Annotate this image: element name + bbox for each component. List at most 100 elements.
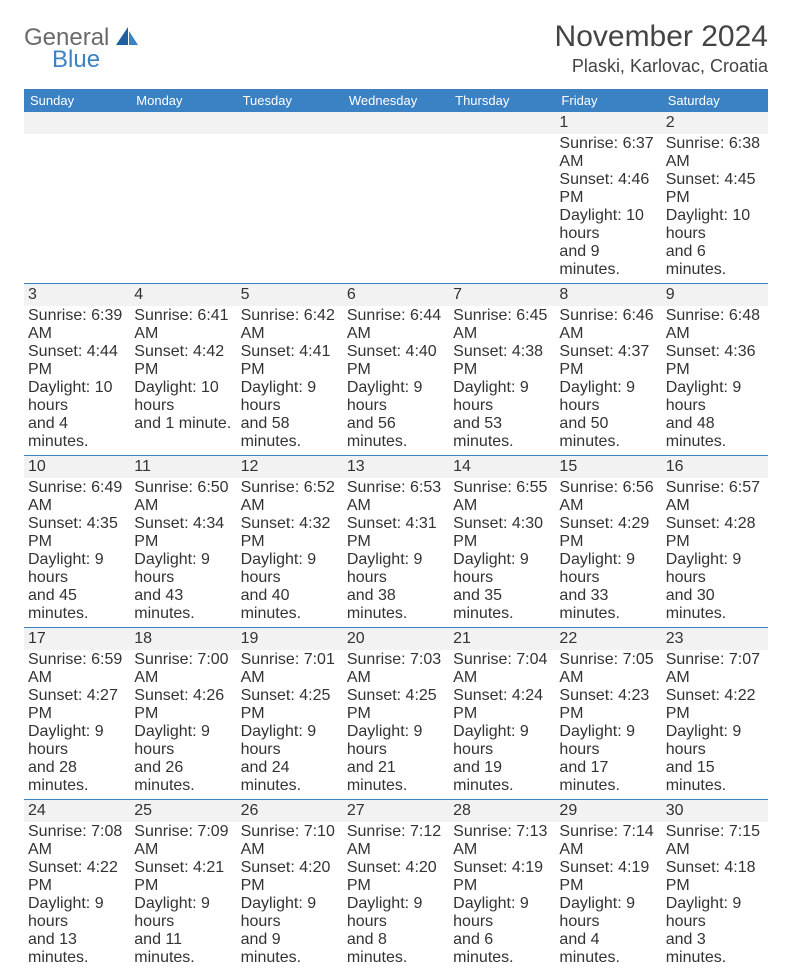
day-details: Sunrise: 6:59 AMSunset: 4:27 PMDaylight:…	[24, 650, 130, 799]
day-details	[24, 134, 130, 139]
weekday-label: Tuesday	[237, 89, 343, 112]
day-line: Sunset: 4:46 PM	[559, 171, 657, 207]
calendar-cell: 13Sunrise: 6:53 AMSunset: 4:31 PMDayligh…	[343, 456, 449, 627]
calendar-cell: 23Sunrise: 7:07 AMSunset: 4:22 PMDayligh…	[662, 628, 768, 799]
day-number: 8	[555, 284, 661, 306]
day-line: and 48 minutes.	[666, 415, 764, 451]
weekday-label: Sunday	[24, 89, 130, 112]
calendar-cell: 10Sunrise: 6:49 AMSunset: 4:35 PMDayligh…	[24, 456, 130, 627]
day-line: Daylight: 9 hours	[241, 895, 339, 931]
day-line: Daylight: 9 hours	[347, 379, 445, 415]
header: General Blue November 2024 Plaski, Karlo…	[24, 20, 768, 77]
calendar-cell: 14Sunrise: 6:55 AMSunset: 4:30 PMDayligh…	[449, 456, 555, 627]
weekday-label: Friday	[555, 89, 661, 112]
day-line: Sunset: 4:40 PM	[347, 343, 445, 379]
day-line: Daylight: 9 hours	[28, 723, 126, 759]
day-line: Sunset: 4:32 PM	[241, 515, 339, 551]
day-details	[130, 134, 236, 139]
day-details: Sunrise: 7:15 AMSunset: 4:18 PMDaylight:…	[662, 822, 768, 971]
calendar-cell	[449, 112, 555, 283]
weekday-label: Wednesday	[343, 89, 449, 112]
day-details: Sunrise: 6:49 AMSunset: 4:35 PMDaylight:…	[24, 478, 130, 627]
day-line: Sunrise: 7:03 AM	[347, 651, 445, 687]
day-line: and 24 minutes.	[241, 759, 339, 795]
day-line: Daylight: 10 hours	[666, 207, 764, 243]
day-line: and 13 minutes.	[28, 931, 126, 967]
day-line: Sunrise: 7:01 AM	[241, 651, 339, 687]
day-line: Sunrise: 6:46 AM	[559, 307, 657, 343]
calendar-cell: 1Sunrise: 6:37 AMSunset: 4:46 PMDaylight…	[555, 112, 661, 283]
title-block: November 2024 Plaski, Karlovac, Croatia	[555, 20, 768, 77]
day-line: Daylight: 9 hours	[559, 551, 657, 587]
day-details: Sunrise: 7:01 AMSunset: 4:25 PMDaylight:…	[237, 650, 343, 799]
day-line: Sunrise: 7:12 AM	[347, 823, 445, 859]
weeks-container: 1Sunrise: 6:37 AMSunset: 4:46 PMDaylight…	[24, 112, 768, 971]
day-details: Sunrise: 7:10 AMSunset: 4:20 PMDaylight:…	[237, 822, 343, 971]
day-line: Sunrise: 6:56 AM	[559, 479, 657, 515]
day-line: Sunset: 4:19 PM	[453, 859, 551, 895]
day-line: Sunset: 4:30 PM	[453, 515, 551, 551]
calendar-cell: 24Sunrise: 7:08 AMSunset: 4:22 PMDayligh…	[24, 800, 130, 971]
day-line: Daylight: 9 hours	[453, 723, 551, 759]
day-line: and 33 minutes.	[559, 587, 657, 623]
day-line: Daylight: 9 hours	[666, 895, 764, 931]
day-line: Daylight: 10 hours	[28, 379, 126, 415]
day-line: Sunset: 4:20 PM	[347, 859, 445, 895]
day-line: Daylight: 9 hours	[559, 379, 657, 415]
weekday-label: Monday	[130, 89, 236, 112]
calendar-cell	[130, 112, 236, 283]
day-number: 14	[449, 456, 555, 478]
day-line: and 50 minutes.	[559, 415, 657, 451]
day-line: Sunrise: 7:08 AM	[28, 823, 126, 859]
day-line: Sunset: 4:36 PM	[666, 343, 764, 379]
day-line: Daylight: 9 hours	[666, 723, 764, 759]
day-number: 13	[343, 456, 449, 478]
calendar-cell: 19Sunrise: 7:01 AMSunset: 4:25 PMDayligh…	[237, 628, 343, 799]
day-line: and 19 minutes.	[453, 759, 551, 795]
day-number: 27	[343, 800, 449, 822]
calendar-week: 3Sunrise: 6:39 AMSunset: 4:44 PMDaylight…	[24, 283, 768, 455]
day-line: and 35 minutes.	[453, 587, 551, 623]
day-details: Sunrise: 6:53 AMSunset: 4:31 PMDaylight:…	[343, 478, 449, 627]
day-line: Sunrise: 6:59 AM	[28, 651, 126, 687]
day-line: Daylight: 9 hours	[241, 723, 339, 759]
weekday-label: Thursday	[449, 89, 555, 112]
day-details: Sunrise: 6:37 AMSunset: 4:46 PMDaylight:…	[555, 134, 661, 283]
calendar-cell: 15Sunrise: 6:56 AMSunset: 4:29 PMDayligh…	[555, 456, 661, 627]
location-label: Plaski, Karlovac, Croatia	[555, 56, 768, 77]
day-line: and 4 minutes.	[559, 931, 657, 967]
calendar-cell: 17Sunrise: 6:59 AMSunset: 4:27 PMDayligh…	[24, 628, 130, 799]
day-line: and 6 minutes.	[453, 931, 551, 967]
day-number: 4	[130, 284, 236, 306]
day-number	[449, 112, 555, 134]
day-line: Sunset: 4:38 PM	[453, 343, 551, 379]
day-details: Sunrise: 6:57 AMSunset: 4:28 PMDaylight:…	[662, 478, 768, 627]
day-number: 21	[449, 628, 555, 650]
calendar-cell	[343, 112, 449, 283]
day-line: and 3 minutes.	[666, 931, 764, 967]
day-line: and 6 minutes.	[666, 243, 764, 279]
calendar-cell: 26Sunrise: 7:10 AMSunset: 4:20 PMDayligh…	[237, 800, 343, 971]
day-details: Sunrise: 6:44 AMSunset: 4:40 PMDaylight:…	[343, 306, 449, 455]
day-line: Daylight: 9 hours	[453, 379, 551, 415]
calendar-cell: 21Sunrise: 7:04 AMSunset: 4:24 PMDayligh…	[449, 628, 555, 799]
calendar-cell: 28Sunrise: 7:13 AMSunset: 4:19 PMDayligh…	[449, 800, 555, 971]
day-line: and 11 minutes.	[134, 931, 232, 967]
day-line: Sunset: 4:21 PM	[134, 859, 232, 895]
calendar-week: 1Sunrise: 6:37 AMSunset: 4:46 PMDaylight…	[24, 112, 768, 283]
day-number: 28	[449, 800, 555, 822]
day-line: Daylight: 9 hours	[28, 551, 126, 587]
day-line: Sunset: 4:24 PM	[453, 687, 551, 723]
day-line: Sunset: 4:28 PM	[666, 515, 764, 551]
day-line: Daylight: 9 hours	[134, 723, 232, 759]
calendar-cell: 22Sunrise: 7:05 AMSunset: 4:23 PMDayligh…	[555, 628, 661, 799]
day-line: Sunset: 4:35 PM	[28, 515, 126, 551]
day-number: 26	[237, 800, 343, 822]
day-details: Sunrise: 7:13 AMSunset: 4:19 PMDaylight:…	[449, 822, 555, 971]
day-line: Daylight: 9 hours	[134, 895, 232, 931]
day-line: Daylight: 9 hours	[347, 895, 445, 931]
calendar-cell: 25Sunrise: 7:09 AMSunset: 4:21 PMDayligh…	[130, 800, 236, 971]
day-line: Sunrise: 6:44 AM	[347, 307, 445, 343]
day-number: 12	[237, 456, 343, 478]
day-line: Sunset: 4:26 PM	[134, 687, 232, 723]
